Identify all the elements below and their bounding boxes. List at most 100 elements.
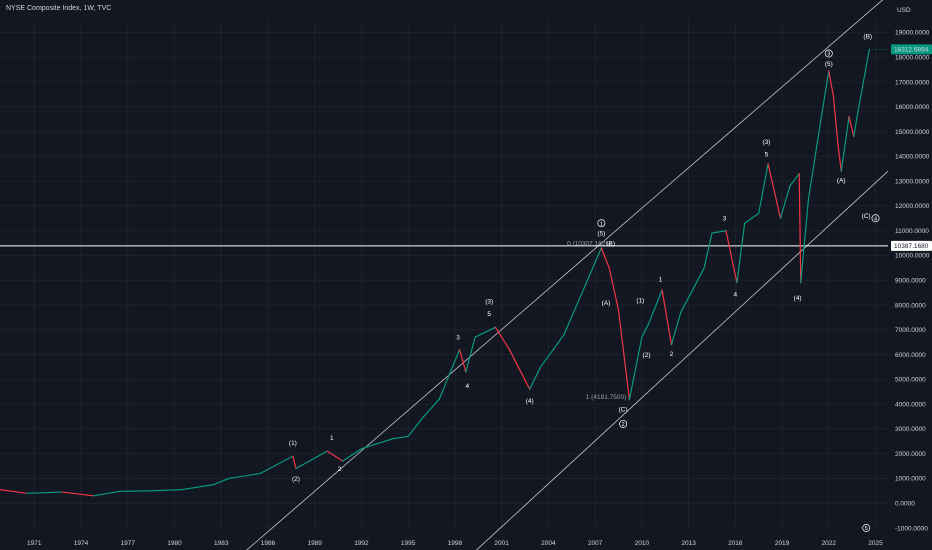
wave-label: (C): [862, 213, 871, 220]
circled-wave-label: 3: [827, 52, 830, 58]
price-segment: [563, 247, 602, 336]
currency-label[interactable]: USD: [897, 7, 911, 14]
price-segment: [181, 484, 215, 491]
price-segment: [292, 455, 297, 470]
price-axis[interactable]: 19000.0000 18000.0000 17000.0000 16000.0000…: [895, 30, 930, 533]
y-tick-label: 14000.0000: [895, 154, 930, 161]
price-segment: [228, 472, 261, 480]
price-segment: [857, 48, 870, 110]
price-segment: [25, 491, 63, 494]
x-tick-label: 1983: [214, 540, 229, 547]
x-tick-label: 2013: [681, 540, 696, 547]
price-segment: [391, 435, 409, 440]
wave-label: 3: [723, 216, 727, 223]
price-segment: [465, 336, 476, 373]
wave-label: (1): [636, 297, 644, 304]
price-segment: [725, 230, 738, 284]
price-segment: [800, 197, 810, 284]
wave-label: 5: [487, 311, 491, 318]
time-axis[interactable]: 1971 1974 1977 1980 1983 1986 1989 1992 1995 1998…: [27, 540, 883, 547]
price-segment: [92, 490, 121, 497]
price-segment: [711, 230, 727, 234]
price-segment: [529, 366, 542, 390]
price-segment: [820, 70, 830, 120]
price-segment: [212, 477, 230, 486]
price-segment: [840, 116, 850, 172]
wave-label: (1): [289, 440, 297, 447]
wave-label: 4: [466, 383, 470, 390]
price-segment: [647, 289, 663, 326]
price-segment: [150, 488, 183, 492]
circled-wave-label: 4: [874, 216, 877, 222]
y-tick-label: 7000.0000: [895, 327, 926, 334]
price-segment: [744, 212, 760, 224]
price-segment: [779, 185, 791, 219]
trend-line: [475, 170, 889, 550]
chart-title: NYSE Composite Index, 1W, TVC: [6, 5, 112, 12]
price-segment: [295, 450, 328, 470]
price-segment: [828, 70, 835, 98]
x-tick-label: 2004: [541, 540, 556, 547]
y-tick-label: 13000.0000: [895, 178, 930, 185]
price-segment: [494, 326, 511, 351]
circled-wave-label: 2: [622, 422, 625, 428]
price-segment: [508, 348, 531, 390]
fib-note: 1 (4181.7500): [586, 394, 626, 401]
wave-label: 4: [734, 291, 738, 298]
wave-label: (5): [597, 231, 605, 238]
wave-label: 1: [659, 276, 663, 283]
circled-wave-ring: [619, 419, 628, 428]
wave-label: (3): [485, 299, 493, 306]
wave-labels: (1)(2)12345(3)(4)(5)(B)(A)(C)(1)(2)12345…: [289, 34, 880, 532]
y-tick-label: 6000.0000: [895, 352, 926, 359]
y-tick-label: 15000.0000: [895, 129, 930, 136]
x-tick-label: 2016: [728, 540, 743, 547]
circled-wave-label: 5: [865, 526, 868, 532]
wave-label: (5): [825, 61, 833, 68]
wave-label: (B): [606, 241, 615, 248]
y-tick-label: 5000.0000: [895, 377, 926, 384]
circled-wave-ring: [824, 49, 833, 58]
wave-label: (C): [619, 407, 628, 414]
y-tick-label: -1000.0000: [895, 525, 928, 532]
x-tick-label: 1977: [121, 540, 136, 547]
x-tick-label: 1971: [27, 540, 42, 547]
price-segment: [767, 163, 782, 219]
price-segment: [641, 324, 649, 338]
wave-label: 3: [456, 335, 460, 342]
wave-label: (4): [794, 295, 802, 302]
circled-wave-ring: [862, 524, 871, 532]
y-tick-label: 17000.0000: [895, 79, 930, 86]
price-segment: [617, 309, 630, 401]
x-tick-label: 2019: [775, 540, 790, 547]
y-tick-label: 11000.0000: [895, 228, 929, 235]
x-tick-label: 1989: [307, 540, 322, 547]
price-series: [0, 48, 888, 497]
y-tick-label: 0.0000: [895, 501, 915, 508]
y-tick-label: 8000.0000: [895, 302, 926, 309]
y-tick-label: 18000.0000: [895, 54, 930, 61]
price-segment: [661, 289, 673, 346]
price-segment: [736, 222, 746, 284]
wave-label: (4): [526, 398, 534, 405]
x-tick-label: 2007: [588, 540, 603, 547]
price-segment: [848, 116, 855, 138]
price-segment: [259, 455, 294, 475]
price-segment: [326, 450, 344, 462]
y-tick-label: 3000.0000: [895, 426, 926, 433]
x-tick-label: 2010: [635, 540, 650, 547]
hline-tag: 10387.1680: [891, 240, 932, 251]
price-segment: [360, 438, 394, 450]
price-tag: 18312.6894: [891, 44, 932, 55]
price-segment: [407, 415, 425, 437]
x-tick-label: 1995: [401, 540, 416, 547]
price-segment: [458, 348, 467, 373]
price-segment: [807, 118, 822, 200]
fib-note: 0 (10307.1826): [567, 241, 611, 248]
price-segment: [680, 267, 705, 314]
trend-line: [246, 0, 884, 550]
y-tick-label: 12000.0000: [895, 203, 930, 210]
price-tag-value: 18312.6894: [894, 47, 929, 54]
price-segment: [438, 348, 461, 400]
